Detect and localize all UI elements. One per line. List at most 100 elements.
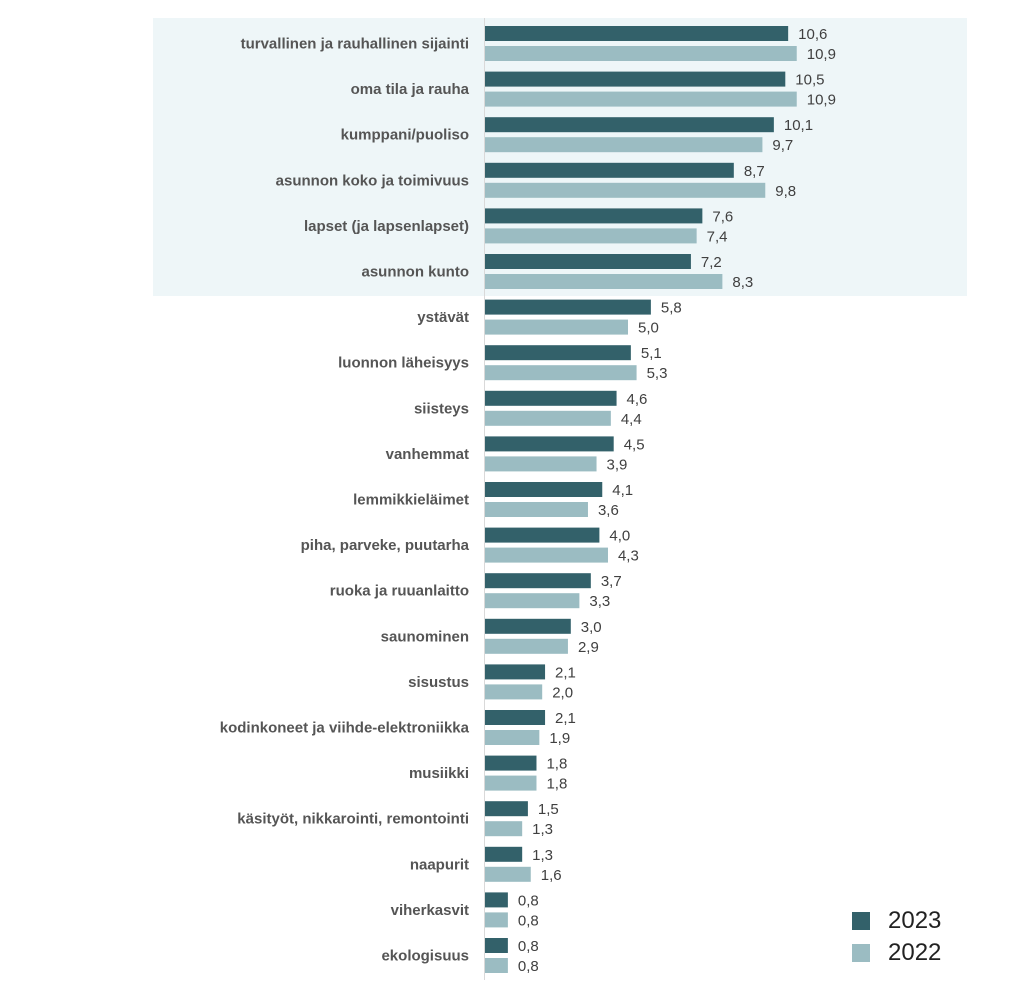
data-label-2022: 3,3 — [589, 593, 610, 610]
category-label: asunnon kunto — [362, 264, 470, 281]
bar-2023 — [485, 390, 617, 406]
data-label-2023: 1,8 — [546, 756, 567, 773]
data-label-2022: 1,6 — [541, 867, 562, 884]
data-label-2023: 0,8 — [518, 938, 539, 955]
bar-2022 — [485, 912, 508, 928]
bar-2023 — [485, 208, 703, 224]
category-label: turvallinen ja rauhallinen sijainti — [241, 36, 469, 53]
data-label-2023: 4,5 — [624, 436, 645, 453]
bar-2023 — [485, 573, 591, 589]
bar-2022 — [485, 958, 508, 973]
data-label-2022: 4,3 — [618, 548, 639, 565]
bar-2023 — [485, 299, 651, 315]
category-label: viherkasvit — [391, 902, 469, 919]
bar-2022 — [485, 502, 588, 517]
data-label-2023: 10,6 — [798, 26, 827, 43]
bar-2023 — [485, 254, 691, 269]
data-label-2022: 2,0 — [552, 684, 573, 701]
bar-2022 — [485, 319, 628, 335]
data-label-2022: 0,8 — [518, 912, 539, 929]
bar-2022 — [485, 775, 537, 791]
data-label-2022: 1,9 — [549, 730, 570, 747]
data-label-2023: 10,1 — [784, 117, 813, 134]
data-label-2023: 2,1 — [555, 710, 576, 727]
highlight-band — [153, 18, 967, 296]
legend-item-2023: 2023 — [852, 905, 972, 937]
category-label: kumppani/puoliso — [341, 127, 469, 144]
category-label: asunnon koko ja toimivuus — [276, 172, 469, 189]
data-label-2023: 8,7 — [744, 163, 765, 180]
data-label-2022: 5,3 — [647, 365, 668, 382]
data-label-2023: 10,5 — [795, 72, 824, 89]
bar-2022 — [485, 410, 611, 426]
data-label-2022: 9,7 — [772, 137, 793, 154]
bar-2022 — [485, 593, 580, 609]
data-label-2023: 3,0 — [581, 619, 602, 636]
category-label: käsityöt, nikkarointi, remontointi — [237, 811, 469, 828]
legend-swatch-2022 — [852, 944, 870, 962]
bar-2023 — [485, 938, 508, 953]
data-label-2022: 1,8 — [546, 776, 567, 793]
data-label-2022: 9,8 — [775, 183, 796, 200]
data-label-2023: 7,6 — [712, 208, 733, 225]
bar-2022 — [485, 547, 608, 563]
bar-2023 — [485, 345, 631, 361]
category-label: sisustus — [408, 674, 469, 691]
data-label-2023: 5,8 — [661, 300, 682, 317]
bar-2022 — [485, 638, 568, 654]
bar-2023 — [485, 892, 508, 908]
data-label-2022: 5,0 — [638, 320, 659, 337]
bar-2023 — [485, 710, 546, 725]
bar-2022 — [485, 456, 597, 472]
category-label: vanhemmat — [386, 446, 469, 463]
data-label-2023: 4,0 — [609, 528, 630, 545]
data-label-2023: 2,1 — [555, 664, 576, 681]
category-label: ekologisuus — [381, 948, 469, 965]
bar-2023 — [485, 26, 789, 41]
data-label-2022: 0,8 — [518, 958, 539, 975]
category-label: luonnon läheisyys — [338, 355, 469, 372]
bar-2022 — [485, 137, 763, 153]
bar-2023 — [485, 162, 734, 178]
bar-2022 — [485, 684, 543, 700]
category-label: lemmikkieläimet — [353, 492, 469, 509]
category-label: oma tila ja rauha — [351, 81, 470, 98]
data-label-2023: 7,2 — [701, 254, 722, 271]
legend-label-2022: 2022 — [888, 939, 942, 966]
data-label-2023: 3,7 — [601, 573, 622, 590]
bar-2023 — [485, 618, 571, 634]
category-label: naapurit — [410, 856, 469, 873]
data-label-2022: 8,3 — [732, 274, 753, 291]
bar-2023 — [485, 755, 537, 771]
bar-2023 — [485, 436, 614, 452]
category-label: ruoka ja ruuanlaitto — [330, 583, 469, 600]
legend: 2023 2022 — [852, 905, 972, 969]
data-label-2022: 3,9 — [607, 456, 628, 473]
category-label: saunominen — [381, 628, 469, 645]
bar-2022 — [485, 182, 766, 198]
data-label-2023: 1,5 — [538, 801, 559, 818]
bar-2023 — [485, 664, 546, 680]
data-label-2023: 4,1 — [612, 482, 633, 499]
bar-2023 — [485, 71, 786, 87]
bar-2022 — [485, 91, 797, 107]
bar-2022 — [485, 274, 723, 289]
data-label-2022: 2,9 — [578, 639, 599, 656]
category-label: musiikki — [409, 765, 469, 782]
data-label-2023: 5,1 — [641, 345, 662, 362]
bar-2023 — [485, 482, 603, 497]
data-label-2022: 10,9 — [807, 46, 836, 63]
data-label-2022: 7,4 — [707, 228, 728, 245]
bar-2022 — [485, 821, 523, 837]
bar-2022 — [485, 730, 540, 745]
data-label-2022: 10,9 — [807, 92, 836, 109]
data-label-2023: 0,8 — [518, 892, 539, 909]
bar-2023 — [485, 117, 774, 133]
category-label: piha, parveke, puutarha — [301, 537, 470, 554]
legend-label-2023: 2023 — [888, 907, 942, 934]
data-label-2022: 4,4 — [621, 411, 642, 428]
category-label: lapset (ja lapsenlapset) — [304, 218, 469, 235]
bar-2022 — [485, 866, 531, 882]
